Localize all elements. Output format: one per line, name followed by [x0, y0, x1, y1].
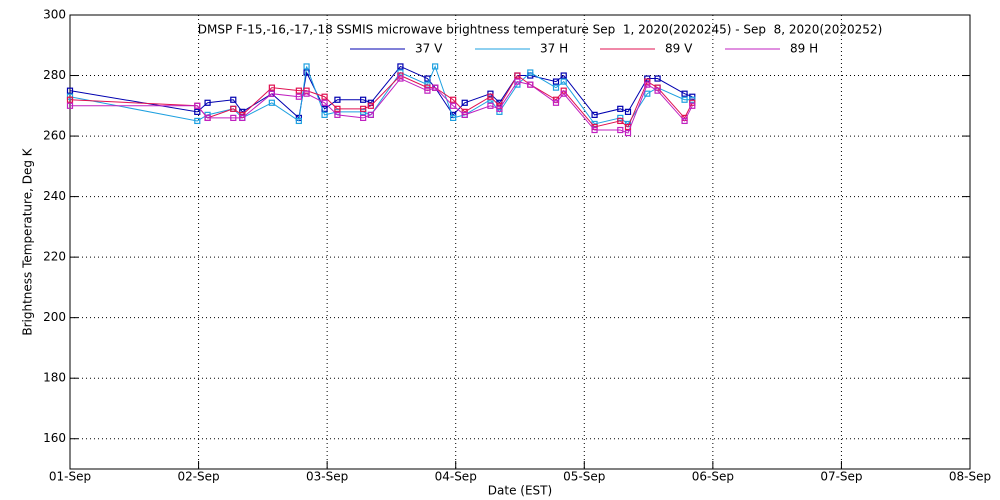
- marker: [424, 87, 431, 94]
- y-tick-label: 160: [43, 431, 66, 445]
- marker: [552, 84, 560, 91]
- marker: [450, 102, 457, 109]
- marker: [66, 87, 74, 94]
- marker: [295, 117, 302, 125]
- legend-label: 37 V: [415, 42, 443, 56]
- marker: [360, 114, 367, 122]
- y-tick-label: 180: [43, 371, 66, 385]
- y-tick-label: 280: [43, 68, 66, 82]
- marker: [624, 129, 632, 137]
- marker: [527, 81, 534, 88]
- marker: [194, 102, 201, 109]
- marker: [591, 111, 598, 118]
- plot-frame: [69, 14, 971, 470]
- legend-label: 89 H: [790, 42, 818, 56]
- marker: [644, 81, 651, 88]
- y-axis-label: Brightness Temperature, Deg K: [21, 147, 35, 335]
- marker: [689, 102, 696, 109]
- marker: [334, 105, 341, 112]
- marker: [527, 69, 534, 76]
- marker: [230, 105, 237, 112]
- marker: [295, 87, 302, 94]
- marker: [295, 93, 302, 100]
- y-tick-label: 220: [43, 250, 66, 264]
- marker: [552, 99, 560, 106]
- y-tick-label: 300: [43, 8, 66, 22]
- marker: [230, 96, 237, 103]
- marker: [239, 114, 246, 122]
- series-line: [69, 74, 693, 128]
- marker: [321, 111, 328, 118]
- marker: [367, 102, 374, 109]
- marker: [360, 96, 367, 103]
- y-tick-label: 240: [43, 189, 66, 203]
- marker: [303, 90, 310, 97]
- marker: [450, 96, 457, 103]
- marker: [268, 99, 275, 106]
- marker: [360, 105, 367, 112]
- marker: [461, 99, 468, 106]
- marker: [560, 72, 567, 79]
- x-tick-label: 06-Sep: [692, 470, 734, 484]
- marker: [194, 117, 201, 125]
- marker: [367, 111, 374, 118]
- x-tick-label: 02-Sep: [177, 470, 219, 484]
- marker: [450, 114, 457, 122]
- marker: [644, 90, 651, 97]
- marker: [334, 96, 341, 103]
- marker: [66, 102, 74, 109]
- marker: [321, 93, 328, 100]
- marker: [204, 114, 211, 122]
- marker: [591, 126, 598, 134]
- series-line: [70, 77, 693, 134]
- marker: [617, 126, 624, 134]
- marker: [487, 102, 494, 109]
- marker: [560, 90, 567, 97]
- series-line: [69, 65, 693, 119]
- x-tick-label: 04-Sep: [435, 470, 477, 484]
- marker: [617, 117, 624, 125]
- x-tick-label: 07-Sep: [820, 470, 862, 484]
- marker: [552, 78, 560, 85]
- marker: [560, 78, 567, 85]
- y-tick-label: 260: [43, 129, 66, 143]
- marker: [496, 105, 503, 112]
- marker: [681, 90, 688, 97]
- marker: [397, 75, 404, 82]
- x-tick-label: 01-Sep: [49, 470, 91, 484]
- marker: [321, 99, 328, 106]
- chart-title: DMSP F-15,-16,-17,-18 SSMIS microwave br…: [198, 23, 883, 37]
- marker: [397, 63, 404, 70]
- marker: [654, 87, 661, 94]
- marker: [432, 63, 439, 70]
- marker: [432, 84, 439, 91]
- marker: [514, 78, 521, 85]
- x-tick-label: 03-Sep: [306, 470, 348, 484]
- marker: [194, 108, 201, 115]
- x-tick-label: 05-Sep: [563, 470, 605, 484]
- marker: [461, 111, 468, 118]
- marker: [66, 96, 74, 103]
- x-axis-label: Date (EST): [488, 484, 552, 498]
- marker: [334, 111, 341, 118]
- marker: [681, 117, 688, 125]
- marker: [303, 63, 310, 70]
- marker: [654, 75, 661, 82]
- legend-label: 37 H: [540, 42, 568, 56]
- legend-label: 89 V: [665, 42, 693, 56]
- marker: [487, 93, 494, 100]
- marker: [230, 114, 237, 122]
- x-tick-label: 08-Sep: [949, 470, 991, 484]
- marker: [204, 99, 211, 106]
- marker: [617, 105, 624, 112]
- marker: [268, 90, 275, 97]
- y-tick-label: 200: [43, 310, 66, 324]
- marker: [681, 96, 688, 103]
- marker: [624, 108, 632, 115]
- marker: [514, 72, 521, 79]
- marker: [268, 84, 275, 91]
